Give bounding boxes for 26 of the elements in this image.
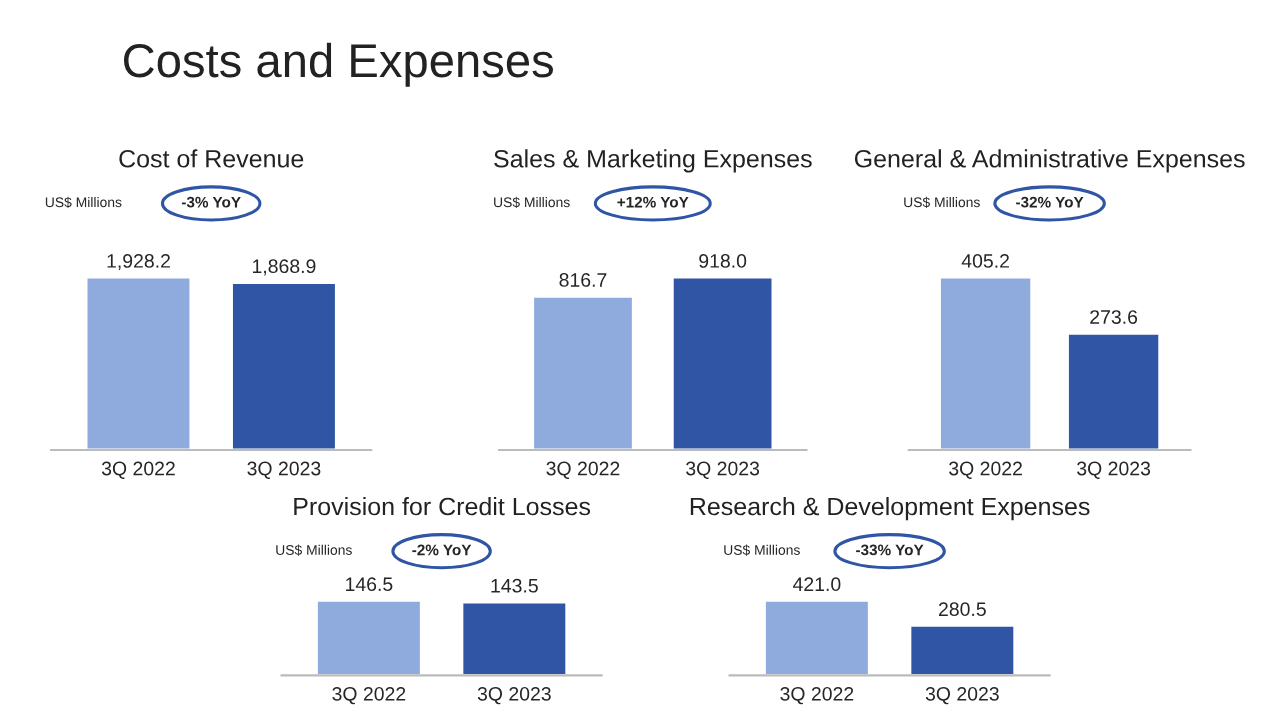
- x-tick-label: 3Q 2022: [949, 461, 1022, 479]
- data-label: 1,868.9: [252, 259, 316, 276]
- x-tick-label: 3Q 2023: [686, 461, 760, 479]
- data-label: 918.0: [699, 254, 747, 268]
- x-tick-label: 3Q 2023: [247, 461, 321, 479]
- data-label: 143.5: [491, 578, 538, 593]
- data-label: 280.5: [938, 602, 986, 617]
- x-tick-label: 3Q 2023: [477, 686, 551, 705]
- chart-title: Sales & Marketing Expenses: [494, 149, 812, 173]
- chart-title: Cost of Revenue: [119, 149, 304, 168]
- data-label: 816.7: [559, 273, 607, 287]
- data-label: 146.5: [346, 577, 393, 592]
- x-tick-label: 3Q 2022: [101, 461, 175, 479]
- x-tick-label: 3Q 2022: [546, 461, 620, 479]
- x-tick-label: 3Q 2022: [332, 686, 406, 705]
- x-tick-label: 3Q 2023: [1077, 461, 1151, 479]
- text: Costs and Expenses: [124, 42, 554, 87]
- data-label: 1,928.2: [107, 254, 170, 271]
- data-label: 405.2: [961, 254, 1009, 268]
- data-label: 273.6: [1090, 310, 1138, 324]
- data-label: 421.0: [792, 577, 841, 592]
- x-tick-label: 3Q 2022: [780, 686, 854, 705]
- chart-title: Research & Development Expenses: [690, 496, 1090, 521]
- chart-title: Provision for Credit Losses: [294, 496, 591, 516]
- chart-title: General & Administrative Expenses: [854, 149, 1245, 173]
- x-tick-label: 3Q 2023: [925, 686, 999, 705]
